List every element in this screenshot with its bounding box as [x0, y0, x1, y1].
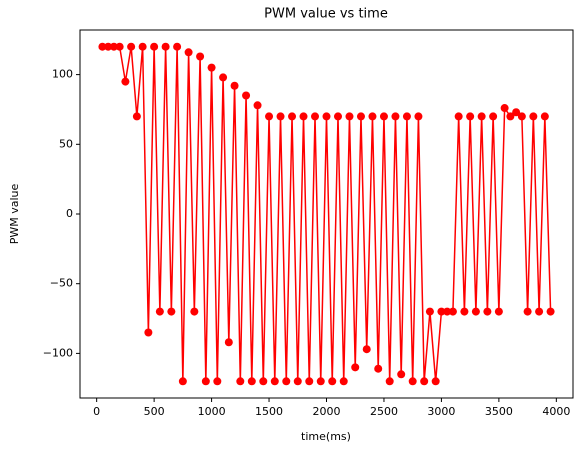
data-point — [316, 377, 325, 386]
chart-title: PWM value vs time — [264, 7, 388, 22]
data-point — [144, 328, 153, 337]
data-point — [420, 377, 429, 386]
data-point — [265, 112, 274, 121]
data-point — [196, 52, 205, 61]
data-point — [138, 42, 147, 51]
data-point — [109, 42, 118, 51]
data-point — [282, 377, 291, 386]
data-point — [546, 307, 555, 316]
data-point — [270, 377, 279, 386]
data-point — [351, 363, 360, 372]
data-point — [425, 307, 434, 316]
x-tick-label: 500 — [144, 405, 165, 418]
data-point — [98, 42, 107, 51]
data-point — [173, 42, 182, 51]
y-axis-label: PWM value — [8, 183, 21, 244]
data-point — [311, 112, 320, 121]
data-point — [132, 112, 141, 121]
data-point — [276, 112, 285, 121]
data-point — [431, 377, 440, 386]
data-point — [466, 112, 475, 121]
data-point — [385, 377, 394, 386]
x-tick-label: 1500 — [255, 405, 283, 418]
data-point — [374, 364, 383, 373]
data-point — [529, 112, 538, 121]
data-point — [494, 307, 503, 316]
data-point — [299, 112, 308, 121]
data-point — [500, 104, 509, 113]
y-tick-label: −100 — [43, 346, 73, 359]
data-point — [517, 112, 526, 121]
data-point — [104, 42, 113, 51]
data-point — [512, 108, 521, 117]
data-point — [201, 377, 210, 386]
x-tick-label: 2000 — [313, 405, 341, 418]
data-point — [345, 112, 354, 121]
data-point — [305, 377, 314, 386]
data-point — [402, 112, 411, 121]
data-point — [379, 112, 388, 121]
x-tick-label: 3000 — [427, 405, 455, 418]
data-point — [397, 370, 406, 379]
data-point — [247, 377, 256, 386]
data-point — [448, 307, 457, 316]
data-point — [230, 81, 239, 90]
data-point — [328, 377, 337, 386]
x-tick-label: 0 — [93, 405, 100, 418]
data-point — [178, 377, 187, 386]
x-tick-label: 1000 — [198, 405, 226, 418]
data-point — [115, 42, 124, 51]
data-point — [333, 112, 342, 121]
data-point — [207, 63, 216, 72]
data-point — [242, 91, 251, 100]
data-point — [477, 112, 486, 121]
x-tick-label: 4000 — [542, 405, 570, 418]
data-point — [356, 112, 365, 121]
data-point — [184, 48, 193, 57]
y-tick-label: 100 — [52, 68, 73, 81]
data-point — [443, 307, 452, 316]
x-tick-label: 3500 — [485, 405, 513, 418]
data-point — [414, 112, 423, 121]
x-tick-label: 2500 — [370, 405, 398, 418]
data-point — [236, 377, 245, 386]
data-point — [253, 101, 262, 110]
data-point — [161, 42, 170, 51]
data-point — [391, 112, 400, 121]
data-point — [408, 377, 417, 386]
data-point — [460, 307, 469, 316]
data-point — [155, 307, 164, 316]
data-point — [259, 377, 268, 386]
plot-frame — [79, 29, 574, 399]
data-point — [535, 307, 544, 316]
data-point — [368, 112, 377, 121]
data-point — [362, 345, 371, 354]
data-point — [540, 112, 549, 121]
data-point — [489, 112, 498, 121]
data-point — [293, 377, 302, 386]
data-point — [190, 307, 199, 316]
data-point — [471, 307, 480, 316]
data-point — [219, 73, 228, 82]
data-point — [437, 307, 446, 316]
data-point — [121, 77, 130, 86]
y-tick-label: 50 — [59, 137, 73, 150]
data-point — [523, 307, 532, 316]
data-point — [127, 42, 136, 51]
data-point — [224, 338, 233, 347]
data-point — [506, 112, 515, 121]
data-point — [167, 307, 176, 316]
data-point — [288, 112, 297, 121]
data-point — [322, 112, 331, 121]
x-axis-label: time(ms) — [301, 430, 351, 443]
data-point — [213, 377, 222, 386]
y-tick-label: 0 — [66, 207, 73, 220]
data-point — [150, 42, 159, 51]
data-point — [339, 377, 348, 386]
data-point — [454, 112, 463, 121]
series-line — [102, 45, 552, 382]
data-point — [483, 307, 492, 316]
y-tick-label: −50 — [50, 277, 73, 290]
